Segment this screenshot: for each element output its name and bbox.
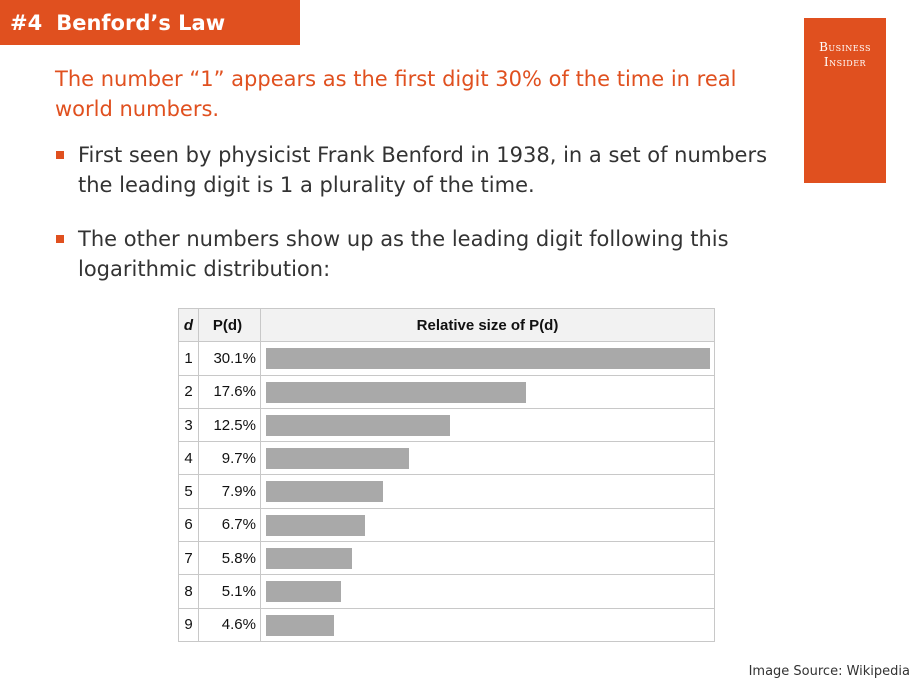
header-d: d <box>178 307 199 343</box>
table-row: 6 6.7% <box>178 507 715 543</box>
relative-size-cell <box>260 474 715 509</box>
relative-size-cell <box>260 507 715 543</box>
digit-cell: 3 <box>178 407 199 443</box>
relative-size-bar <box>266 414 450 436</box>
relative-size-bar <box>266 614 334 636</box>
digit-cell: 5 <box>178 474 199 509</box>
probability-cell: 7.9% <box>198 474 261 509</box>
table-row: 3 12.5% <box>178 407 715 443</box>
digit-cell: 9 <box>178 607 199 642</box>
relative-size-bar <box>266 548 352 570</box>
relative-size-bar <box>266 581 341 603</box>
relative-size-cell <box>260 374 715 409</box>
slide-title-bar: #4 Benford’s Law <box>0 0 300 45</box>
table-row: 7 5.8% <box>178 541 715 576</box>
bullet-square-icon <box>56 235 64 243</box>
relative-size-bar <box>266 348 710 370</box>
table-row: 8 5.1% <box>178 574 715 609</box>
bullet-square-icon <box>56 151 64 159</box>
relative-size-cell <box>260 341 715 376</box>
relative-size-bar <box>266 448 409 470</box>
benford-distribution-table: d P(d) Relative size of P(d) 1 30.1% 2 17.6… <box>178 307 715 642</box>
probability-cell: 4.6% <box>198 607 261 642</box>
bullet-text: The other numbers show up as the leading… <box>78 227 729 281</box>
bullet-item: The other numbers show up as the leading… <box>56 224 776 284</box>
relative-size-cell <box>260 574 715 609</box>
digit-cell: 7 <box>178 541 199 576</box>
business-insider-logo: Business Insider <box>804 18 886 183</box>
probability-cell: 17.6% <box>198 374 261 409</box>
table-row: 4 9.7% <box>178 441 715 476</box>
probability-cell: 5.1% <box>198 574 261 609</box>
header-relative-size: Relative size of P(d) <box>260 307 715 343</box>
digit-cell: 1 <box>178 341 199 376</box>
table-row: 1 30.1% <box>178 341 715 376</box>
probability-cell: 9.7% <box>198 441 261 476</box>
slide-number: #4 <box>10 10 43 35</box>
bullet-text: First seen by physicist Frank Benford in… <box>78 143 768 197</box>
table-row: 9 4.6% <box>178 607 715 642</box>
relative-size-cell <box>260 607 715 642</box>
image-source: Image Source: Wikipedia <box>748 664 910 679</box>
slide-title: Benford’s Law <box>56 10 226 35</box>
digit-cell: 4 <box>178 441 199 476</box>
relative-size-cell <box>260 541 715 576</box>
probability-cell: 5.8% <box>198 541 261 576</box>
digit-cell: 2 <box>178 374 199 409</box>
relative-size-bar <box>266 514 365 536</box>
relative-size-bar <box>266 381 526 403</box>
digit-cell: 6 <box>178 507 199 543</box>
probability-cell: 12.5% <box>198 407 261 443</box>
table-row: 5 7.9% <box>178 474 715 509</box>
relative-size-cell <box>260 441 715 476</box>
lead-text: The number “1” appears as the first digi… <box>55 67 737 121</box>
logo-line-1: Business <box>819 40 871 54</box>
relative-size-bar <box>266 481 383 503</box>
probability-cell: 30.1% <box>198 341 261 376</box>
relative-size-cell <box>260 407 715 443</box>
digit-cell: 8 <box>178 574 199 609</box>
probability-cell: 6.7% <box>198 507 261 543</box>
table-row: 2 17.6% <box>178 374 715 409</box>
bullet-item: First seen by physicist Frank Benford in… <box>56 140 776 200</box>
header-pd: P(d) <box>198 307 261 343</box>
table-header-row: d P(d) Relative size of P(d) <box>178 307 715 343</box>
logo-line-2: Insider <box>823 55 867 69</box>
